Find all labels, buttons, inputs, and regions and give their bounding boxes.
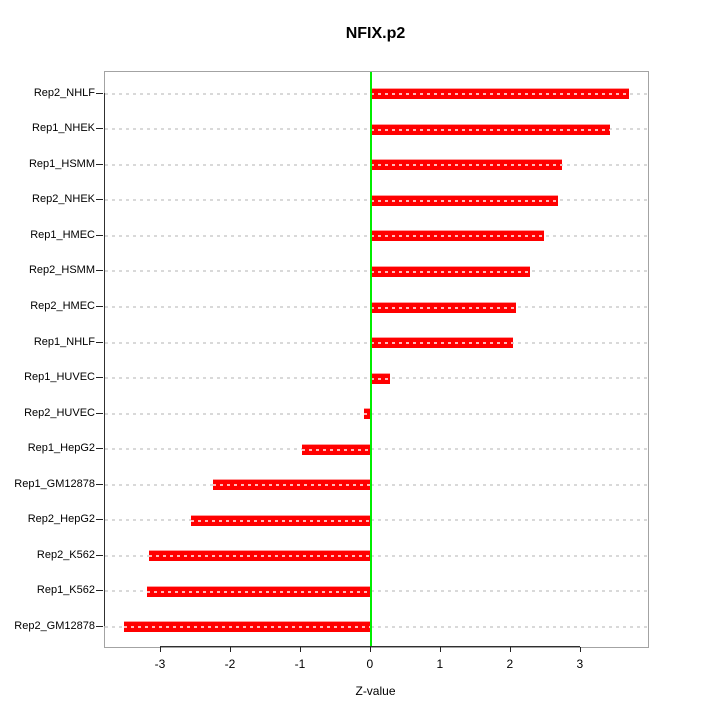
y-axis-tick [96, 234, 103, 236]
bar-dash-overlay [370, 306, 516, 309]
bar-Rep2_HSMM [370, 265, 531, 277]
y-axis-tick [96, 625, 103, 627]
x-axis-tick-label: 1 [436, 657, 444, 671]
x-axis-tick-label: 3 [576, 657, 584, 671]
x-axis-tick [439, 647, 441, 652]
y-axis-label-Rep1_HepG2: Rep1_HepG2 [27, 442, 95, 455]
x-axis-line [159, 646, 580, 647]
y-axis-label-Rep2_HepG2: Rep2_HepG2 [27, 513, 95, 526]
plot-area [104, 71, 649, 648]
x-axis-tick-label: 2 [506, 657, 514, 671]
bar-dash-overlay [370, 342, 513, 345]
x-axis-tick [159, 647, 161, 652]
y-axis-tick [96, 199, 103, 201]
bar-dash-overlay [370, 270, 531, 273]
y-axis-label-Rep1_HUVEC: Rep1_HUVEC [24, 371, 95, 384]
bar-Rep2_NHEK [370, 194, 559, 206]
y-axis-tick [96, 270, 103, 272]
row-gridline [105, 412, 648, 415]
bar-Rep1_HSMM [370, 159, 562, 171]
x-axis-title: Z-value [355, 684, 396, 698]
bar-dash-overlay [370, 164, 562, 167]
row-gridline [105, 448, 648, 451]
y-axis-tick [96, 483, 103, 485]
bar-Rep1_K562 [146, 585, 371, 597]
bar-dash-overlay [301, 448, 371, 451]
bar-Rep2_NHLF [370, 88, 630, 100]
bar-Rep1_NHEK [370, 123, 611, 135]
bar-Rep1_HUVEC [370, 372, 390, 384]
bar-dash-overlay [370, 128, 611, 131]
bar-Rep1_NHLF [370, 337, 513, 349]
y-axis-tick [96, 590, 103, 592]
bar-dash-overlay [370, 93, 630, 96]
bar-Rep1_GM12878 [213, 479, 371, 491]
y-axis-label-Rep2_NHEK: Rep2_NHEK [32, 193, 95, 206]
y-axis-label-Rep1_NHLF: Rep1_NHLF [33, 335, 95, 348]
x-axis-tick-label: 0 [366, 657, 374, 671]
y-axis-tick [96, 412, 103, 414]
chart-title: NFIX.p2 [345, 25, 406, 42]
row-gridline [105, 483, 648, 486]
zero-reference-line [369, 72, 372, 647]
bar-dash-overlay [123, 626, 371, 629]
bar-Rep2_GM12878 [123, 621, 371, 633]
bar-dash-overlay [146, 590, 371, 593]
y-axis-label-Rep1_NHEK: Rep1_NHEK [32, 122, 95, 135]
bar-Rep2_K562 [149, 550, 371, 562]
bar-dash-overlay [191, 519, 371, 522]
y-axis-label-Rep2_HSMM: Rep2_HSMM [28, 264, 95, 277]
y-axis-label-Rep2_GM12878: Rep2_GM12878 [14, 619, 95, 632]
bar-Rep1_HepG2 [301, 443, 371, 455]
bar-dash-overlay [213, 484, 371, 487]
bar-dash-overlay [149, 555, 371, 558]
y-axis-label-Rep2_HMEC: Rep2_HMEC [30, 300, 95, 312]
y-axis-label-Rep2_K562: Rep2_K562 [36, 548, 95, 561]
y-axis-label-Rep1_HSMM: Rep1_HSMM [28, 157, 95, 170]
x-axis-tick [229, 647, 231, 652]
y-axis-label-Rep1_GM12878: Rep1_GM12878 [14, 477, 95, 490]
row-gridline [105, 590, 648, 593]
y-axis-tick [96, 377, 103, 379]
row-gridline [105, 625, 648, 628]
y-axis-tick [96, 448, 103, 450]
bar-dash-overlay [363, 413, 371, 416]
bar-Rep2_HepG2 [191, 514, 371, 526]
y-axis-tick [96, 306, 103, 307]
bar-dash-overlay [370, 199, 559, 202]
bar-Rep1_HMEC [370, 230, 545, 242]
x-axis-tick [579, 647, 581, 652]
bar-dash-overlay [370, 377, 390, 380]
y-axis-tick [96, 128, 103, 130]
y-axis-label-Rep2_NHLF: Rep2_NHLF [33, 86, 95, 99]
x-axis-tick-label: -3 [154, 657, 166, 671]
y-axis-tick [96, 92, 103, 94]
bar-Rep2_HMEC [370, 301, 516, 313]
x-axis-tick-label: -1 [294, 657, 306, 671]
row-gridline [105, 554, 648, 557]
x-axis-tick-label: -2 [224, 657, 236, 671]
x-axis-tick [509, 647, 511, 652]
y-axis-tick [96, 163, 103, 165]
row-gridline [105, 519, 648, 522]
y-axis-tick [96, 341, 103, 343]
x-axis-tick [299, 647, 301, 652]
y-axis-tick [96, 554, 103, 556]
y-axis-label-Rep2_HUVEC: Rep2_HUVEC [24, 406, 95, 419]
y-axis-label-Rep1_K562: Rep1_K562 [36, 584, 95, 597]
y-axis-line [104, 92, 105, 626]
bar-Rep2_HUVEC [363, 408, 371, 420]
bar-dash-overlay [370, 235, 545, 238]
y-axis-label-Rep1_HMEC: Rep1_HMEC [30, 228, 95, 241]
y-axis-tick [96, 519, 103, 521]
x-axis-tick [369, 647, 371, 652]
